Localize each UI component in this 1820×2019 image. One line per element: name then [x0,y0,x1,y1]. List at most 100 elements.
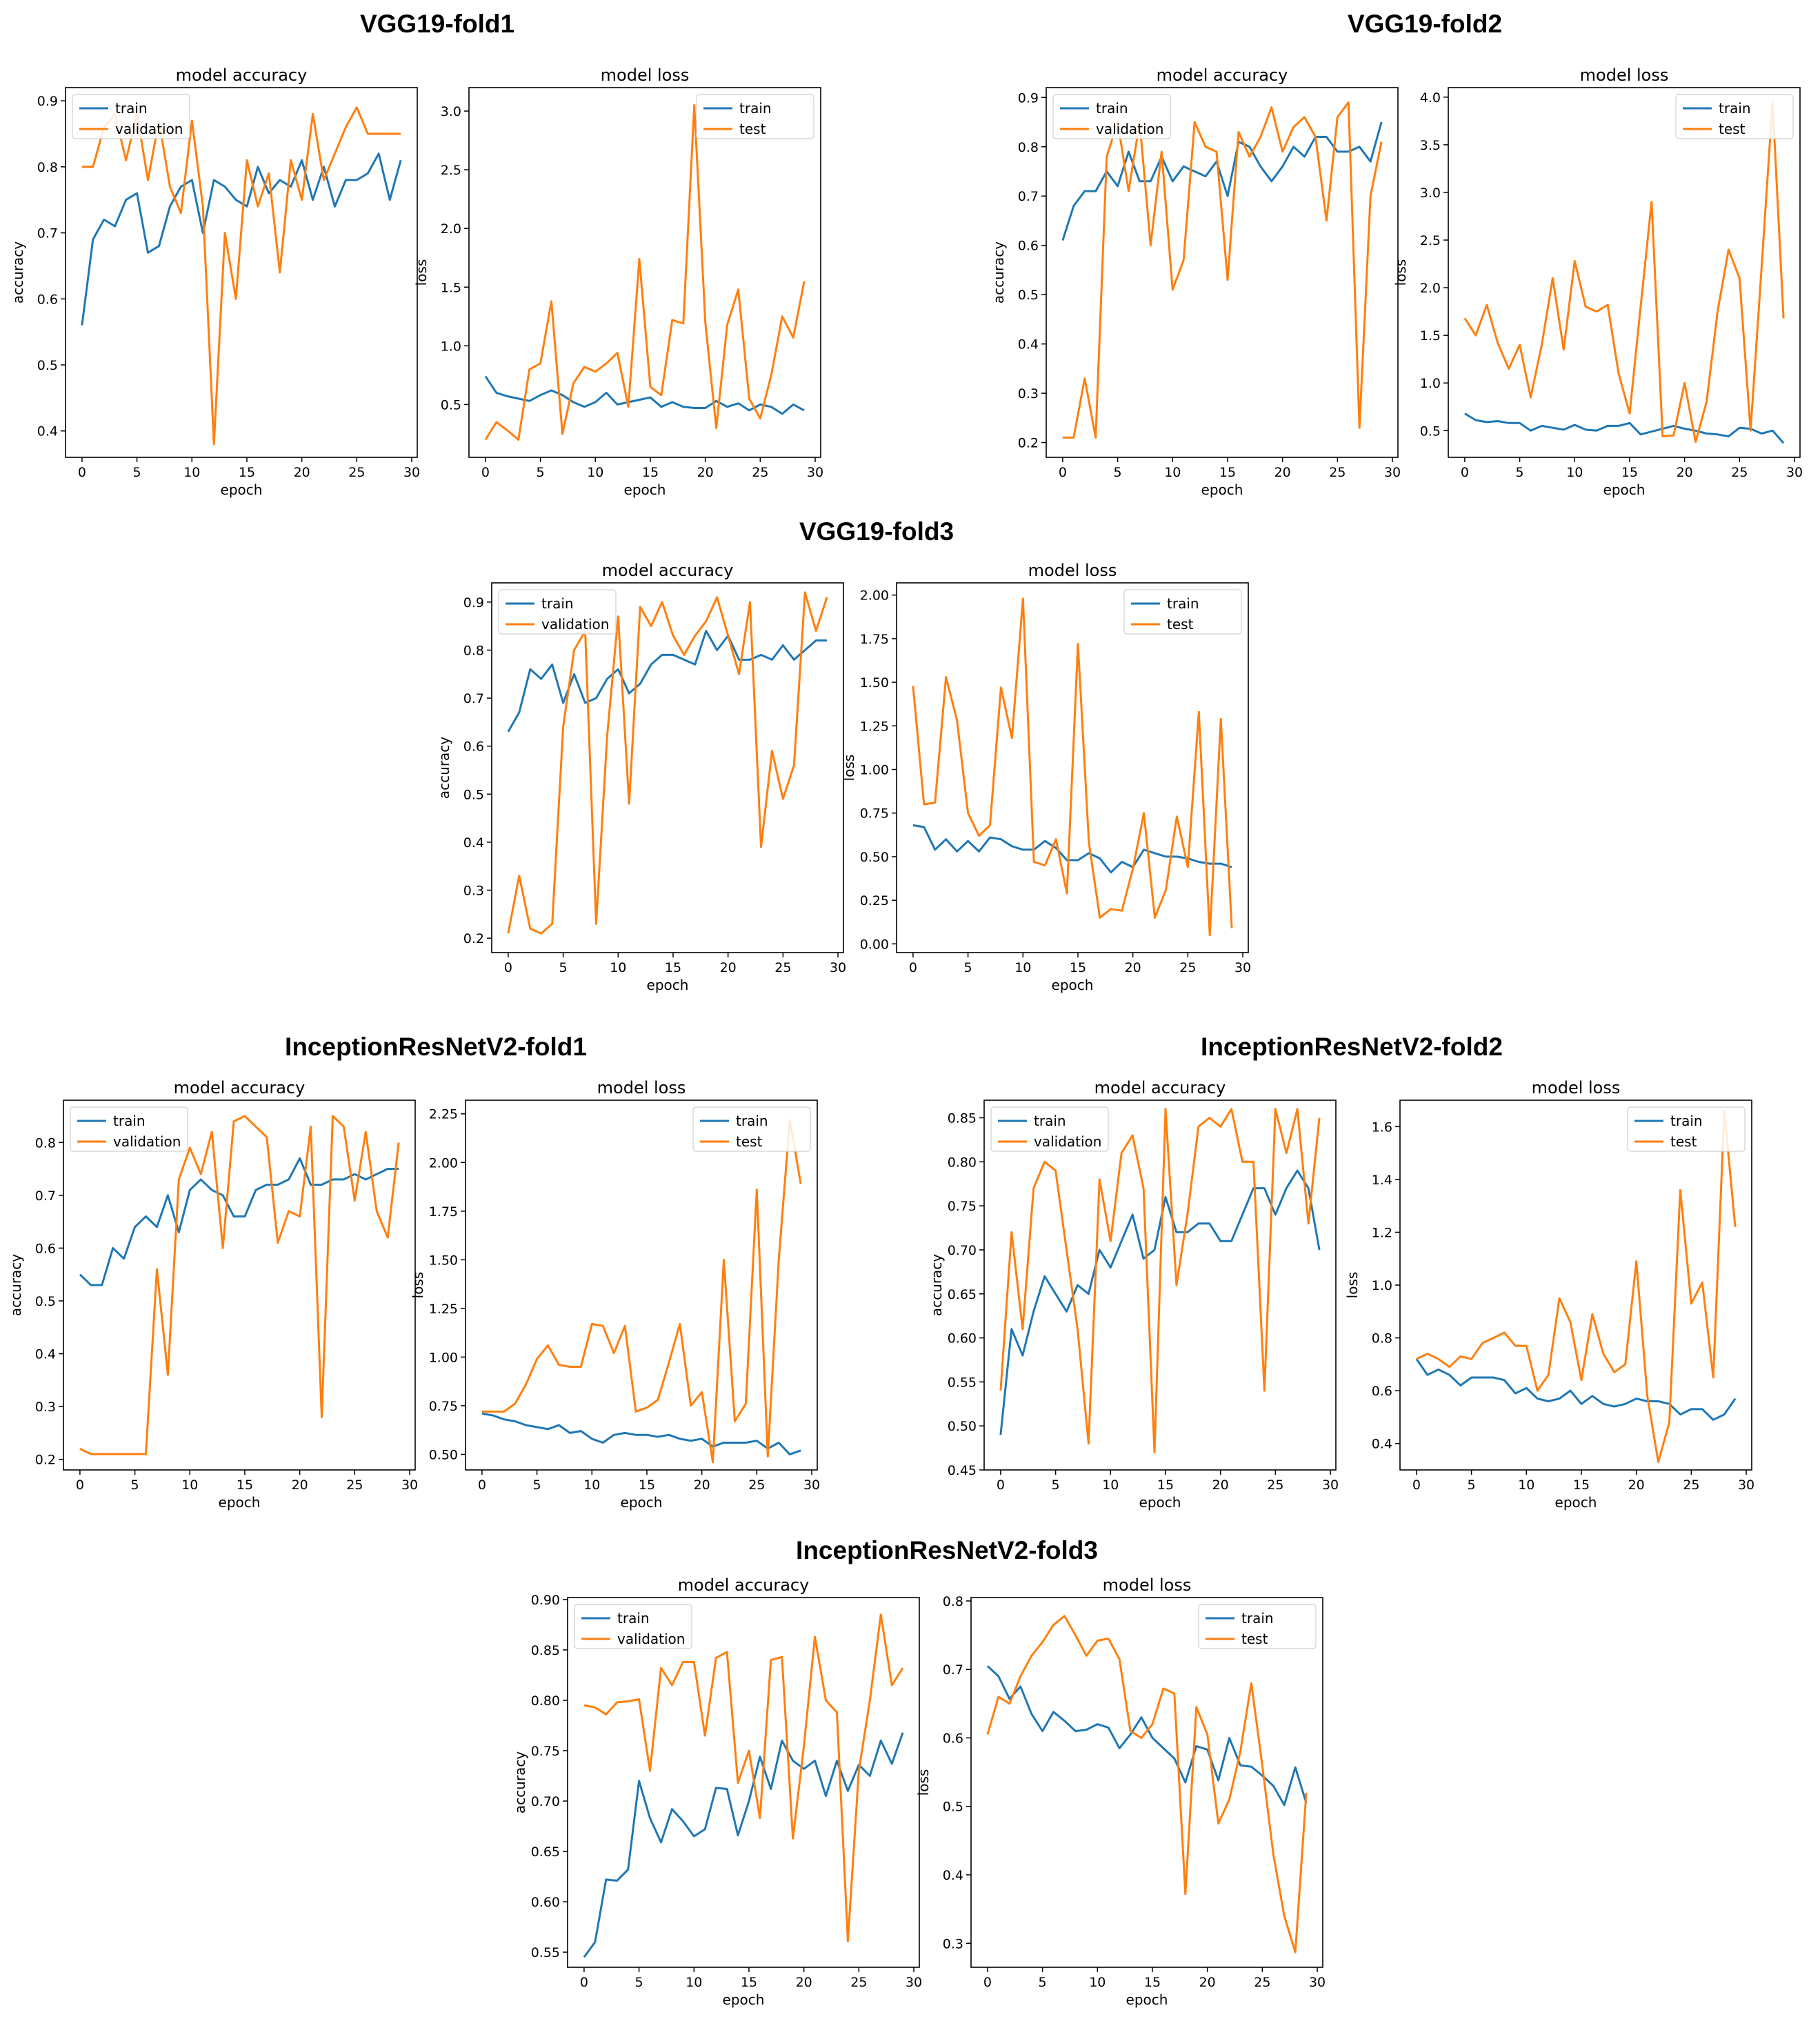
legend-box [1052,94,1171,139]
series-line-validation [79,1115,400,1455]
legend-box [990,1106,1109,1152]
y-tick-label: 0.55 [531,1945,560,1960]
y-axis-label: loss [915,1769,932,1796]
legend-label-train: train [541,595,574,612]
plot-frame [465,1100,818,1471]
legend: train validation [574,1604,692,1649]
y-tick-label: 0.5 [1018,288,1039,303]
legend-label-validation: validation [113,1133,181,1150]
y-tick-label: 3.0 [441,104,461,119]
series-line-validation [999,1108,1321,1453]
legend-label-train: train [1167,595,1199,612]
x-tick-label: 0 [909,960,917,975]
x-tick-label: 10 [610,960,626,975]
chart-0: model accuracy 0 5 10 15 20 25 30 0.4 0.5 0.6 0.7 0.… [10,66,420,498]
subplot-title: model accuracy [176,66,308,85]
legend: train validation [70,1106,188,1152]
y-tick-label: 0.6 [35,1241,56,1256]
chart-7: model loss 0 5 10 15 20 25 30 0.50 0.75 1.00 1.25 1.… [410,1078,820,1511]
y-tick-label: 2.5 [441,163,461,178]
x-tick-label: 30 [830,960,846,975]
x-tick-label: 20 [796,1975,812,1990]
y-tick-label: 4.0 [1420,90,1441,106]
x-tick-label: 25 [748,1478,765,1493]
plot-frame [983,1100,1337,1471]
subplot-title: model loss [1028,561,1117,580]
series-line-validation [507,591,828,935]
y-tick-label: 0.6 [1018,239,1039,254]
y-tick-label: 0.60 [531,1895,560,1910]
x-tick-label: 20 [292,1478,308,1493]
y-tick-label: 0.85 [948,1111,977,1126]
y-tick-label: 1.0 [1420,376,1441,391]
y-tick-label: 0.80 [531,1693,560,1709]
y-tick-label: 0.5 [1420,424,1441,439]
x-tick-label: 20 [694,1478,710,1493]
x-axis-label: epoch [723,1991,765,2008]
x-tick-label: 20 [1274,465,1291,480]
x-tick-label: 20 [1628,1478,1645,1493]
legend-label-train: train [1034,1113,1066,1129]
x-tick-label: 30 [1309,1975,1326,1990]
legend: train validation [498,589,617,635]
y-tick-label: 0.55 [948,1375,977,1390]
group-title-vgg19-fold2: VGG19-fold2 [1348,10,1502,38]
series-line-test [1416,1109,1737,1463]
y-tick-label: 3.5 [1420,138,1441,153]
y-tick-label: 1.5 [1420,328,1441,344]
x-tick-label: 5 [131,1478,139,1493]
subplot-title: model loss [1532,1078,1621,1097]
y-tick-label: 0.4 [1372,1437,1392,1452]
x-tick-label: 30 [1786,465,1803,480]
x-axis-label: epoch [1139,1494,1181,1511]
plot-frame [63,1100,416,1471]
y-tick-label: 0.8 [1372,1331,1392,1346]
y-tick-label: 0.4 [1018,337,1039,352]
subplot-title: model accuracy [1157,66,1288,85]
legend: train validation [72,94,190,139]
legend-label-test: test [1167,616,1194,633]
legend: train validation [1052,94,1171,139]
series-line-validation [1062,101,1383,439]
plot-frame [65,87,418,458]
y-tick-label: 0.65 [948,1287,977,1302]
y-tick-label: 1.75 [429,1204,458,1220]
y-tick-label: 0.25 [860,893,889,908]
x-tick-label: 0 [1412,1478,1421,1493]
legend-label-test: test [736,1133,763,1150]
series-line-train [999,1169,1321,1435]
y-tick-label: 0.70 [948,1243,977,1258]
y-axis-label: loss [1392,259,1409,286]
group-title-inceptionresnetv2-fold1: InceptionResNetV2-fold1 [285,1033,587,1061]
y-tick-label: 0.75 [531,1744,560,1759]
legend-label-train: train [1719,100,1751,117]
legend: train test [1123,589,1242,635]
x-tick-label: 25 [1267,1478,1283,1493]
y-tick-label: 1.50 [429,1253,458,1268]
legend: train test [1198,1604,1317,1649]
legend-box [1675,94,1794,139]
y-tick-label: 0.4 [943,1868,963,1883]
legend: train test [692,1106,811,1152]
y-axis-label: accuracy [436,737,452,799]
legend: train test [1627,1106,1746,1152]
y-tick-label: 0.2 [463,931,484,946]
subplot-title: model accuracy [602,561,734,580]
group-title-vgg19-fold1: VGG19-fold1 [360,10,514,38]
legend: train validation [990,1106,1109,1152]
y-tick-label: 1.25 [860,719,889,734]
y-tick-label: 0.65 [531,1844,560,1860]
legend-box [696,94,814,139]
group-title-inceptionresnetv2-fold3: InceptionResNetV2-fold3 [796,1536,1098,1564]
x-axis-label: epoch [621,1494,663,1511]
x-axis-label: epoch [1052,977,1094,993]
y-tick-label: 0.50 [860,850,889,865]
x-axis-label: epoch [221,481,263,498]
y-axis-label: loss [410,1272,426,1299]
x-tick-label: 0 [78,465,86,480]
y-tick-label: 1.4 [1372,1173,1392,1188]
y-tick-label: 1.00 [860,763,889,778]
y-axis-label: accuracy [8,1254,24,1316]
x-tick-label: 5 [533,1478,541,1493]
x-tick-label: 0 [1461,465,1469,480]
